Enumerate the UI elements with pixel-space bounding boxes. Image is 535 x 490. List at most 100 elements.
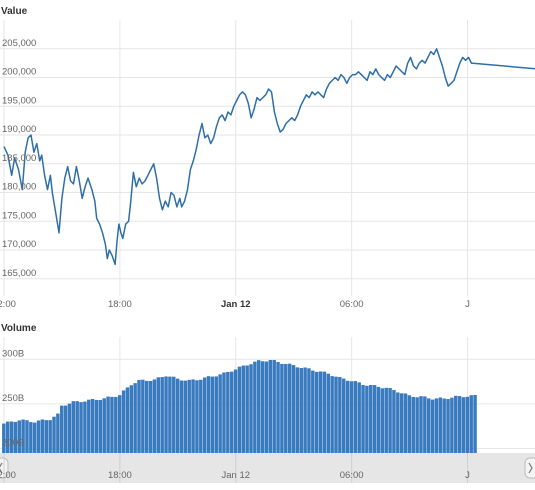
volume-bar — [326, 373, 331, 453]
value-series-line — [3, 48, 535, 266]
navigator-x-tick-label: Jan 12 — [222, 470, 251, 481]
volume-bar — [280, 363, 284, 453]
volume-bar — [156, 377, 161, 453]
volume-bar — [419, 396, 423, 453]
volume-bar — [17, 420, 21, 453]
volume-bar — [222, 372, 226, 453]
volume-bar — [56, 413, 60, 453]
volume-bar — [52, 416, 56, 453]
volume-y-tick-label: 250B — [2, 393, 24, 404]
volume-y-tick-label: 200B — [2, 438, 24, 449]
value-y-tick-label: 165,000 — [2, 268, 36, 279]
volume-bar — [257, 360, 261, 453]
volume-bar — [272, 360, 276, 453]
navigator[interactable]: 12:00 18:00 Jan 12 06:00 J — [0, 453, 535, 483]
volume-bar — [284, 364, 288, 453]
volume-bar — [67, 403, 72, 453]
volume-bar — [399, 393, 404, 453]
value-y-tick-label: 185,000 — [2, 153, 36, 164]
volume-bar — [36, 420, 41, 453]
value-y-tick-label: 205,000 — [2, 38, 36, 49]
volume-bar — [183, 380, 188, 453]
volume-bar — [403, 393, 408, 453]
volume-bar — [450, 397, 454, 453]
value-y-tick-label: 190,000 — [2, 124, 36, 135]
volume-bar — [268, 359, 273, 453]
volume-bar — [206, 376, 211, 453]
volume-bar — [63, 405, 68, 453]
volume-y-axis: 200B 250B 300B — [2, 348, 24, 448]
volume-bar — [214, 376, 218, 453]
volume-bar — [434, 398, 439, 453]
volume-bar — [361, 384, 365, 453]
volume-bar — [245, 365, 249, 453]
value-y-tick-label: 195,000 — [2, 95, 36, 106]
volume-bar — [148, 380, 153, 453]
volume-bar — [202, 377, 207, 453]
volume-bar — [415, 397, 419, 453]
volume-bar — [195, 380, 199, 453]
volume-plot — [2, 359, 477, 453]
volume-bar — [442, 398, 446, 453]
volume-bar — [318, 371, 323, 453]
volume-bar — [291, 365, 296, 453]
volume-bar — [260, 361, 265, 453]
volume-bar — [342, 378, 346, 453]
value-x-tick-label: Jan 12 — [221, 299, 251, 310]
volume-bar — [71, 401, 76, 453]
volume-bar — [299, 368, 303, 453]
volume-bar — [446, 399, 450, 453]
volume-bar — [438, 397, 443, 453]
value-panel: Value 165,000 170,000 175,000 180,000 185,00… — [0, 6, 535, 310]
volume-y-tick-label: 300B — [2, 348, 24, 359]
volume-bar — [334, 376, 338, 453]
value-x-axis: 12:00 18:00 Jan 12 06:00 J — [0, 299, 470, 310]
volume-bar — [303, 367, 307, 453]
volume-bar — [44, 420, 49, 453]
volume-bar — [276, 361, 280, 453]
volume-bar — [90, 399, 95, 453]
volume-bar — [164, 376, 168, 453]
volume-bar — [129, 385, 133, 453]
volume-bar — [357, 382, 361, 453]
volume-bar — [40, 419, 45, 453]
volume-bar — [83, 401, 87, 453]
volume-bar — [179, 380, 184, 453]
volume-bar — [187, 379, 191, 453]
navigator-left-grip-icon — [0, 462, 3, 474]
navigator-handle-right[interactable] — [524, 457, 535, 479]
volume-bar — [345, 380, 350, 453]
volume-bar — [396, 392, 400, 453]
volume-bar — [314, 371, 319, 453]
volume-bar — [233, 369, 238, 453]
volume-bar — [9, 421, 14, 453]
volume-bar — [21, 419, 25, 453]
volume-bar — [430, 399, 435, 453]
volume-bar — [175, 378, 180, 453]
value-y-tick-label: 180,000 — [2, 182, 36, 193]
volume-bar — [144, 380, 149, 453]
volume-bar — [114, 396, 118, 453]
volume-bar — [121, 390, 126, 453]
volume-bar — [152, 379, 157, 453]
volume-bar — [423, 396, 427, 453]
volume-bar — [349, 381, 354, 453]
volume-bar — [29, 422, 33, 453]
volume-bar — [330, 376, 334, 453]
volume-bar — [249, 364, 253, 453]
volume-bar — [469, 395, 473, 453]
value-x-tick-label: 12:00 — [0, 299, 16, 310]
volume-bar — [2, 423, 6, 453]
volume-bar — [307, 368, 311, 453]
volume-bar — [199, 379, 203, 453]
volume-panel: Volume 200B 250B 300B — [0, 323, 535, 453]
navigator-x-axis: 12:00 18:00 Jan 12 06:00 J — [0, 453, 470, 483]
volume-bar — [380, 388, 385, 453]
navigator-track[interactable] — [0, 453, 535, 483]
volume-bar — [191, 379, 195, 453]
value-y-tick-label: 200,000 — [2, 67, 36, 78]
volume-bar — [48, 420, 52, 453]
volume-bar — [87, 399, 91, 453]
volume-bar — [102, 398, 106, 453]
